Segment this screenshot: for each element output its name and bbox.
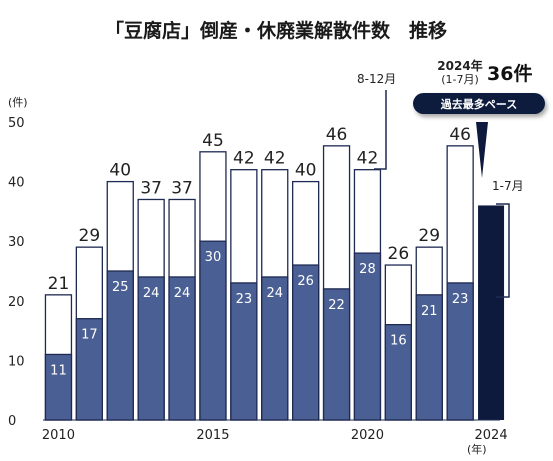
bar-jan-jul-label: 17 [81, 328, 98, 343]
bar-total-label: 42 [233, 149, 255, 169]
bar-total-label: 40 [295, 161, 317, 181]
record-pace-badge-text: 過去最多ペース [440, 97, 517, 111]
bar-jan-jul-label: 26 [297, 274, 314, 289]
x-tick-label: 2024 [475, 428, 508, 443]
bar-jan-jul [137, 276, 165, 421]
bar-jan-jul-label: 24 [174, 286, 191, 301]
bar-total-label: 29 [418, 226, 440, 246]
x-tick-label: 2020 [351, 428, 384, 443]
bar-jan-jul [199, 240, 227, 421]
bar-jan-jul-label: 30 [205, 250, 222, 265]
y-axis-ticks: 0 10 20 30 40 50 [8, 116, 25, 429]
bar-total-label: 42 [357, 149, 379, 169]
bracket-lower-line [496, 203, 510, 298]
bar-total-label: 37 [140, 178, 162, 198]
bar-jan-jul [168, 276, 196, 421]
bar-total-label: 42 [264, 149, 286, 169]
record-pace-badge [413, 93, 545, 114]
bar-total-label: 40 [109, 161, 131, 181]
bar-total-label: 21 [48, 274, 70, 294]
bar-total-label: 29 [79, 226, 101, 246]
y-tick-label: 30 [8, 235, 25, 250]
y-tick-label: 0 [8, 414, 16, 429]
bar-total-label: 37 [171, 178, 193, 198]
highlight-period: (1-7月) [441, 73, 479, 86]
bar-jan-jul [291, 264, 320, 421]
bar-jan-jul [384, 323, 413, 421]
bar-jan-jul [446, 282, 474, 421]
badge-pointer [476, 122, 488, 178]
bracket-lower-label: 1-7月 [492, 179, 524, 193]
bar-jan-jul [75, 318, 103, 421]
bar-jan-jul-label: 25 [112, 280, 129, 295]
y-tick-label: 10 [8, 354, 25, 369]
highlight-total: 36件 [487, 62, 532, 85]
bar-total-label: 26 [388, 244, 410, 264]
bar-jan-jul-label: 21 [421, 304, 438, 319]
x-tick-label: 2010 [42, 428, 75, 443]
bar-series: 21 11 29 17 40 25 37 24 37 24 45 30 42 23 42 24 40 26 46 22… [43, 125, 505, 421]
bar-jan-jul-label: 16 [390, 334, 407, 349]
x-axis-unit: (年) [467, 442, 487, 456]
bar-jan-jul-label: 23 [236, 292, 253, 307]
bar-total-label: 46 [449, 125, 471, 145]
bar-jan-jul-label: 11 [50, 363, 67, 378]
highlight-year: 2024年 [437, 58, 482, 73]
y-tick-label: 40 [8, 176, 25, 191]
bar-jan-jul-label: 24 [266, 286, 283, 301]
bar-jan-jul-label: 23 [452, 292, 469, 307]
bar-2024-jan-jul [478, 205, 505, 420]
bar-jan-jul [415, 294, 443, 421]
bar-jan-jul-label: 24 [143, 286, 160, 301]
x-axis-ticks: 2010 2015 2020 2024 [42, 428, 508, 443]
y-axis-unit: (件) [8, 96, 28, 109]
y-tick-label: 20 [8, 295, 25, 310]
bracket-upper-line [374, 90, 387, 170]
bar-jan-jul [322, 288, 351, 421]
bar-jan-jul [353, 252, 382, 421]
y-tick-label: 50 [8, 116, 25, 131]
x-tick-label: 2015 [196, 428, 229, 443]
bar-jan-jul-label: 22 [328, 298, 345, 313]
bar-jan-jul [106, 270, 134, 421]
bracket-upper-label: 8-12月 [357, 72, 396, 86]
bar-total-label: 45 [202, 131, 224, 151]
chart-title: 「豆腐店」倒産・休廃業解散件数 推移 [105, 19, 447, 42]
bar-jan-jul-label: 28 [359, 262, 376, 277]
bar-total-label: 46 [326, 125, 348, 145]
